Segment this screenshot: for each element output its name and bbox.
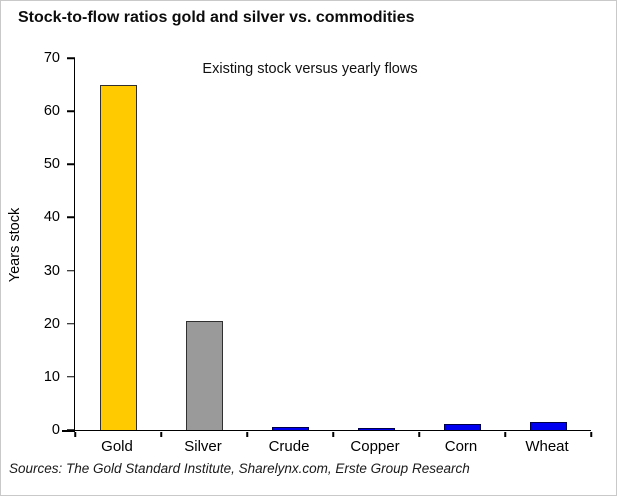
y-tick-mark bbox=[67, 110, 75, 112]
bar-cell-silver bbox=[161, 58, 247, 430]
x-label-gold: Gold bbox=[101, 438, 133, 455]
x-tick-mark bbox=[504, 431, 506, 437]
bar-series bbox=[75, 58, 591, 430]
x-tick-mark bbox=[74, 431, 76, 437]
bar-silver bbox=[185, 321, 223, 430]
bar-gold bbox=[99, 84, 137, 430]
plot-area: Existing stock versus yearly flows 0 10 20… bbox=[44, 50, 592, 438]
x-tick-mark bbox=[246, 431, 248, 437]
y-tick-label-30: 30 bbox=[43, 262, 60, 279]
y-tick-label-60: 60 bbox=[43, 103, 60, 120]
bar-cell-copper bbox=[333, 58, 419, 430]
y-tick-label-40: 40 bbox=[43, 209, 60, 226]
x-label-silver: Silver bbox=[184, 438, 222, 455]
y-axis-title: Years stock bbox=[7, 207, 23, 283]
x-tick-mark bbox=[160, 431, 162, 437]
x-label-copper: Copper bbox=[350, 438, 400, 455]
bar-copper bbox=[357, 428, 395, 430]
x-tick-mark bbox=[332, 431, 334, 437]
bar-corn bbox=[443, 423, 481, 430]
y-tick-mark bbox=[67, 57, 75, 59]
x-tick-mark bbox=[590, 431, 592, 437]
y-tick-label-50: 50 bbox=[43, 156, 60, 173]
bar-cell-corn bbox=[419, 58, 505, 430]
chart-subtitle: Existing stock versus yearly flows bbox=[202, 61, 418, 77]
chart-title: Stock-to-flow ratios gold and silver vs.… bbox=[18, 9, 415, 26]
x-axis-stub bbox=[62, 430, 75, 432]
bar-crude bbox=[271, 427, 309, 430]
bar-wheat bbox=[529, 422, 567, 430]
y-tick-mark bbox=[67, 163, 75, 166]
source-note: Sources: The Gold Standard Institute, Sh… bbox=[9, 461, 470, 476]
y-tick-label-0: 0 bbox=[51, 422, 60, 438]
y-tick-mark bbox=[67, 269, 75, 272]
x-label-crude: Crude bbox=[268, 438, 310, 455]
y-tick-mark bbox=[67, 322, 75, 325]
y-tick-mark bbox=[67, 376, 75, 378]
y-tick-label-20: 20 bbox=[43, 315, 60, 332]
x-label-wheat: Wheat bbox=[525, 438, 569, 455]
bar-cell-gold bbox=[75, 58, 161, 430]
x-axis-labels: Gold Silver Crude Copper Corn Wheat bbox=[74, 438, 590, 455]
y-tick-label-70: 70 bbox=[43, 50, 60, 66]
y-tick-label-10: 10 bbox=[43, 368, 60, 385]
y-tick-mark bbox=[67, 429, 75, 431]
x-tick-mark bbox=[418, 431, 420, 437]
bar-cell-wheat bbox=[505, 58, 591, 430]
bar-cell-crude bbox=[247, 58, 333, 430]
x-label-corn: Corn bbox=[444, 438, 478, 455]
y-tick-mark bbox=[67, 216, 75, 219]
